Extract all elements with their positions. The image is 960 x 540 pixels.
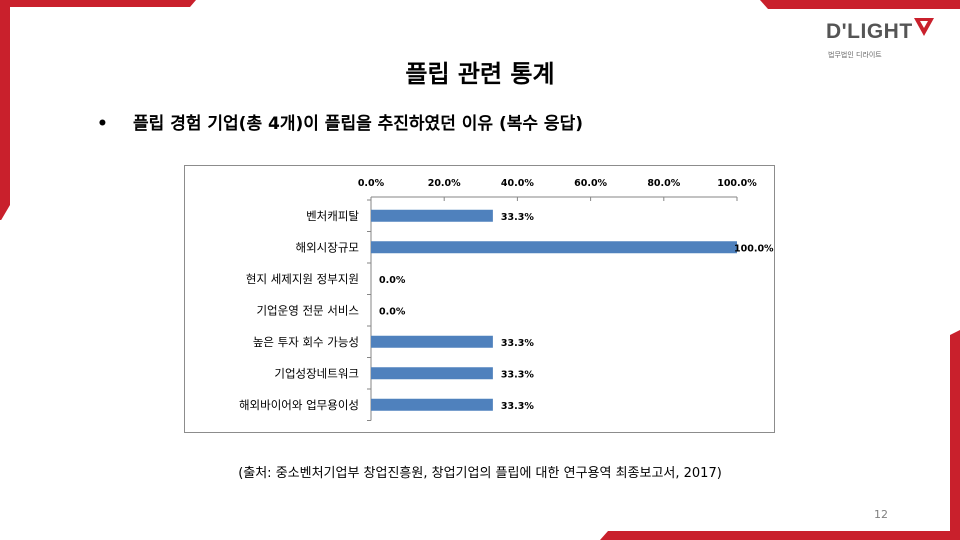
source-note: (출처: 중소벤처기업부 창업진흥원, 창업기업의 플립에 대한 연구용역 최종…: [238, 466, 722, 481]
bar-chart: 0.0% 20.0% 40.0% 60.0% 80.0% 100.0% 벤처캐피탈 33.3%…: [239, 178, 774, 421]
x-tick-label: 20.0%: [428, 178, 461, 189]
x-tick-label: 0.0%: [358, 178, 385, 189]
bar: [371, 241, 737, 254]
chart-frame: 0.0% 20.0% 40.0% 60.0% 80.0% 100.0% 벤처캐피탈 33.3%…: [184, 165, 775, 433]
data-label: 33.3%: [501, 401, 534, 412]
data-label: 33.3%: [501, 212, 534, 223]
page-title: 플립 관련 통계: [405, 60, 555, 88]
bar: [371, 398, 493, 411]
x-tick-label: 60.0%: [574, 178, 607, 189]
data-label: 100.0%: [734, 243, 774, 254]
bar: [371, 367, 493, 380]
category-label: 높은 투자 회수 가능성: [253, 335, 359, 349]
category-label: 벤처캐피탈: [306, 209, 359, 223]
company-logo: D'LIGHT 법무법인 디라이트: [826, 16, 936, 60]
logo-subtitle: 법무법인 디라이트: [828, 51, 882, 59]
category-label: 기업성장네트워크: [274, 366, 359, 380]
bar: [371, 335, 493, 348]
data-label: 0.0%: [379, 275, 406, 286]
logo-text: D'LIGHT: [826, 20, 913, 43]
page-number: 12: [874, 508, 888, 521]
bullet-text: 플립 경험 기업(총 4개)이 플립을 추진하였던 이유 (복수 응답): [133, 114, 583, 134]
data-label: 0.0%: [379, 306, 406, 317]
category-label: 해외바이어와 업무용이성: [239, 398, 359, 412]
x-tick-label: 100.0%: [717, 178, 757, 189]
bar: [371, 209, 493, 222]
category-label: 기업운영 전문 서비스: [256, 303, 359, 317]
x-tick-label: 80.0%: [647, 178, 680, 189]
bullet-symbol: •: [97, 114, 108, 134]
corner-decoration-top-right: [760, 0, 960, 9]
data-label: 33.3%: [501, 338, 534, 349]
logo-triangle-icon: [914, 18, 934, 36]
category-label: 해외시장규모: [296, 240, 359, 254]
bullet-item: • 플립 경험 기업(총 4개)이 플립을 추진하였던 이유 (복수 응답): [97, 109, 583, 134]
category-label: 현지 세제지원 정부지원: [246, 272, 359, 286]
x-tick-label: 40.0%: [501, 178, 534, 189]
data-label: 33.3%: [501, 369, 534, 380]
